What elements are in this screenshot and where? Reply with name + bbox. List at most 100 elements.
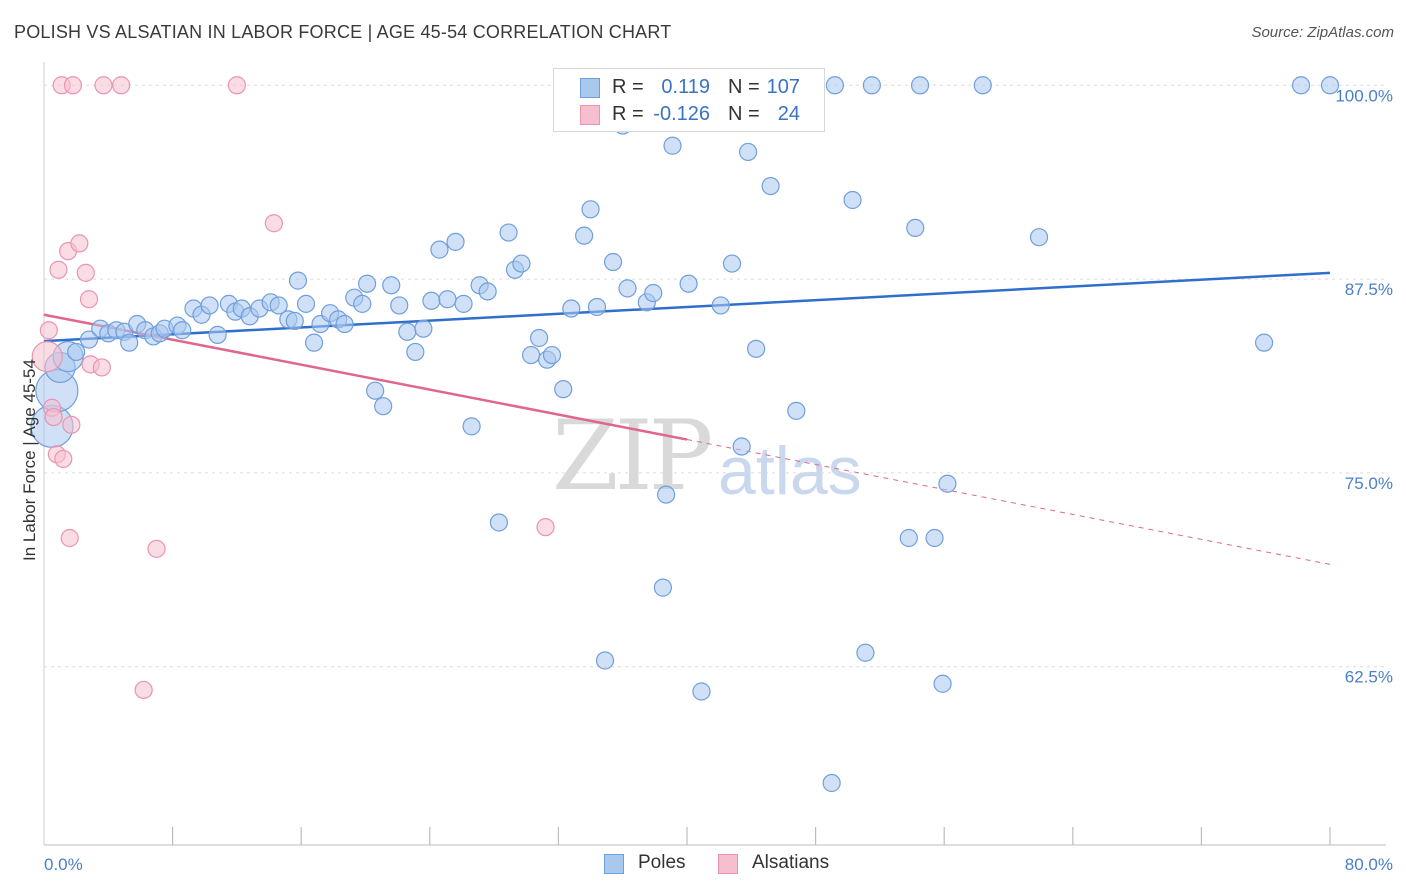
- poles-point-65: [562, 299, 581, 318]
- poles-r-label: R =: [612, 76, 644, 98]
- poles-n-label: N =: [728, 76, 760, 98]
- poles-point-30: [285, 311, 304, 331]
- source-attribution: Source: ZipAtlas.com: [1251, 24, 1394, 41]
- alsatians-n-label: N =: [728, 103, 760, 125]
- poles-point-82: [711, 296, 730, 315]
- chart-title: POLISH VS ALSATIAN IN LABOR FORCE | AGE …: [14, 22, 672, 42]
- poles-point-46: [406, 342, 425, 362]
- poles-point-60: [521, 345, 541, 365]
- alsatians-point-0: [31, 340, 63, 373]
- axes: [43, 62, 1386, 846]
- poles-point-95: [862, 76, 881, 95]
- alsatians-point-12: [70, 234, 89, 253]
- legend-row-poles: R = 0.119 N = 107: [554, 74, 824, 102]
- x-tick-label-left: 0.0%: [44, 855, 83, 874]
- alsatians-point-18: [112, 76, 131, 95]
- poles-point-77: [657, 485, 676, 504]
- alsatians-legend-swatch: [718, 854, 738, 874]
- poles-point-17: [173, 321, 192, 340]
- alsatians-point-19: [134, 680, 153, 700]
- alsatians-point-9: [60, 528, 79, 548]
- poles-point-69: [595, 651, 615, 670]
- poles-point-10: [120, 333, 139, 352]
- poles-point-87: [761, 176, 780, 196]
- poles-point-79: [679, 274, 698, 293]
- poles-point-21: [208, 325, 227, 344]
- correlation-legend: R = 0.119 N = 107 R = -0.126 N = 24: [553, 68, 825, 132]
- poles-point-99: [925, 528, 944, 548]
- alsatians-point-3: [44, 407, 63, 427]
- poles-point-72: [618, 279, 637, 298]
- poles-point-102: [973, 76, 992, 95]
- poles-point-105: [1291, 76, 1311, 95]
- poles-point-45: [398, 322, 417, 341]
- poles-point-97: [906, 218, 925, 238]
- alsatians-point-7: [54, 449, 73, 469]
- legend-row-alsatians: R = -0.126 N = 24: [554, 101, 824, 129]
- alsatians-point-1: [39, 321, 58, 340]
- poles-swatch: [580, 78, 600, 98]
- poles-point-57: [499, 223, 518, 242]
- poles-point-104: [1254, 333, 1274, 352]
- tick-labels: 100.0% 87.5% 75.0% 62.5% 0.0% 80.0%: [44, 86, 1393, 874]
- poles-point-101: [938, 474, 957, 493]
- poles-point-89: [787, 401, 806, 420]
- alsatians-point-13: [76, 263, 95, 282]
- alsatians-legend-label: Alsatians: [752, 852, 830, 873]
- alsatians-point-23: [536, 518, 555, 537]
- alsatians-point-14: [79, 290, 99, 309]
- poles-point-85: [738, 142, 758, 162]
- poles-point-94: [856, 643, 875, 662]
- poles-point-40: [358, 274, 377, 293]
- alsatians-r-label: R =: [612, 103, 644, 125]
- poles-trend-line: [43, 271, 1331, 343]
- alsatians-point-16: [92, 358, 111, 377]
- poles-point-49: [430, 240, 449, 259]
- poles-point-96: [899, 528, 918, 548]
- poles-point-76: [653, 578, 672, 597]
- poles-point-78: [663, 136, 682, 155]
- poles-point-53: [462, 417, 481, 436]
- alsatians-point-5: [49, 260, 68, 279]
- alsatians-point-20: [147, 539, 166, 558]
- alsatians-n-value: 24: [777, 103, 800, 125]
- alsatians-point-11: [63, 76, 83, 95]
- alsatians-trend-extension: [686, 439, 1331, 565]
- poles-point-68: [587, 297, 607, 317]
- poles-point-31: [288, 271, 308, 290]
- alsatians-point-21: [227, 76, 246, 95]
- alsatians-point-22: [264, 214, 283, 233]
- poles-point-75: [644, 283, 663, 303]
- poles-point-56: [489, 513, 509, 532]
- alsatians-r-value: -0.126: [653, 103, 710, 125]
- y-tick-label-0: 100.0%: [1335, 86, 1393, 105]
- poles-point-103: [1029, 228, 1049, 247]
- poles-r-value: 0.119: [661, 76, 710, 98]
- poles-point-42: [374, 397, 393, 416]
- poles-point-91: [822, 773, 841, 793]
- poles-point-47: [414, 319, 433, 338]
- poles-point-98: [910, 76, 930, 95]
- poles-point-32: [296, 294, 316, 313]
- poles-point-37: [335, 314, 354, 334]
- poles-point-92: [825, 76, 844, 95]
- poles-point-80: [692, 682, 711, 701]
- y-tick-label-2: 75.0%: [1345, 474, 1393, 493]
- poles-point-5: [79, 330, 99, 349]
- poles-point-39: [353, 294, 372, 313]
- alsatians-points: [31, 76, 555, 700]
- poles-point-33: [304, 333, 324, 352]
- poles-point-55: [478, 282, 497, 301]
- y-tick-label-1: 87.5%: [1345, 280, 1393, 299]
- poles-point-63: [542, 345, 562, 365]
- poles-point-84: [732, 437, 751, 456]
- poles-point-106: [1320, 76, 1340, 95]
- poles-point-83: [722, 254, 742, 273]
- poles-point-86: [747, 339, 766, 358]
- poles-legend-swatch: [604, 854, 624, 874]
- poles-point-50: [438, 290, 457, 309]
- poles-point-93: [843, 190, 862, 210]
- poles-point-66: [575, 226, 594, 245]
- x-tick-label-right: 80.0%: [1345, 855, 1393, 874]
